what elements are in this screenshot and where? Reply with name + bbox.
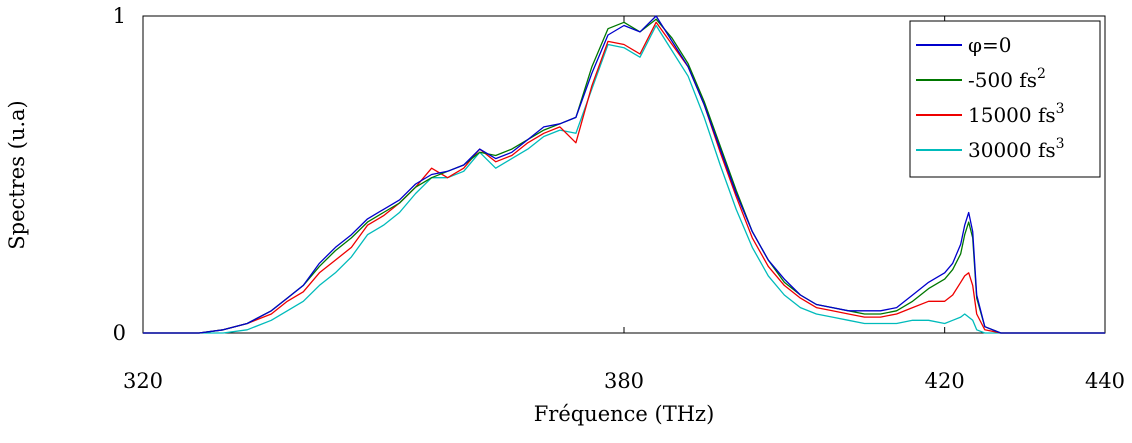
y-tick-label: 1 [113,4,126,28]
series-line [143,15,1105,334]
x-tick-label: 440 [1085,369,1125,393]
legend-label: 30000 fs3 [968,136,1065,162]
x-tick-label: 420 [925,369,965,393]
legend-label: 15000 fs3 [968,101,1065,127]
x-tick-label: 380 [604,369,644,393]
y-tick-label: 0 [113,321,126,345]
axis-ticks: 320 380 420 440 0 1 [113,4,1125,393]
legend-label: -500 fs2 [968,66,1046,92]
series-line [143,21,1105,334]
series-line [143,18,1105,334]
series-lines [143,15,1105,334]
y-axis-title: Spectres (u.a) [5,100,29,249]
x-tick-label: 320 [123,369,163,393]
x-axis-title: Fréquence (THz) [534,402,715,426]
legend-label: φ=0 [968,33,1012,57]
series-line [143,24,1105,334]
legend: φ=0 -500 fs2 15000 fs3 30000 fs3 [909,20,1101,178]
